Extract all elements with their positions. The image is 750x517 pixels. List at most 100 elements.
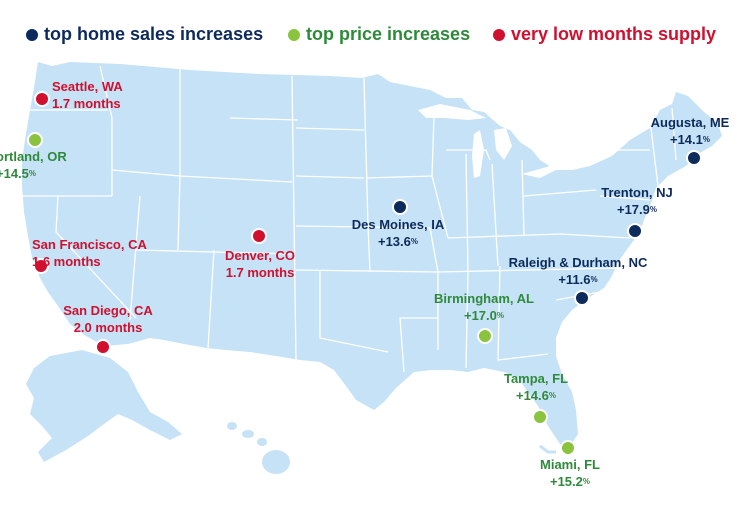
city-stat: +13.6% <box>342 233 454 250</box>
city-name: Raleigh & Durham, NC <box>508 255 648 270</box>
city-stat: +11.6% <box>496 271 660 288</box>
state-border <box>437 267 621 273</box>
city-stat: +17.9% <box>588 201 686 218</box>
city-stat: +15.2% <box>532 473 608 490</box>
percent-sign: % <box>649 205 658 214</box>
augusta-label: Augusta, ME +14.1% <box>642 114 738 148</box>
stat-value: +14.1 <box>669 132 703 147</box>
tampa-marker-dot <box>532 409 548 425</box>
seattle-label: Seattle, WA 1.7 months <box>52 78 123 112</box>
state-border <box>177 175 181 251</box>
city-stat: 1.6 months <box>32 253 147 270</box>
city-name: Miami, FL <box>540 457 600 472</box>
birmingham-label: Birmingham, AL +17.0% <box>426 290 542 324</box>
state-border <box>671 107 677 161</box>
percent-sign: % <box>496 311 505 320</box>
state-border <box>599 195 651 201</box>
portland-label: ortland, OR+14.5% <box>0 148 67 182</box>
city-stat: 1.7 months <box>52 95 123 112</box>
state-border <box>497 265 549 361</box>
state-border <box>291 75 297 361</box>
seattle-marker-dot <box>34 91 50 107</box>
land-mass <box>22 62 722 474</box>
city-stat: +14.6% <box>496 387 576 404</box>
stat-value: 1.7 months <box>225 265 295 280</box>
raleigh-marker-dot <box>574 290 590 306</box>
sandiego-label: San Diego, CA 2.0 months <box>58 302 158 336</box>
city-name: Birmingham, AL <box>434 291 534 306</box>
city-stat: +14.5% <box>0 165 67 182</box>
state-border <box>446 149 491 161</box>
lake-huron <box>494 128 512 160</box>
great-lakes <box>418 104 594 178</box>
legend-item-supply: very low months supply <box>493 24 716 45</box>
percent-sign: % <box>410 237 419 246</box>
desmoines-label: Des Moines, IA +13.6% <box>342 216 454 250</box>
state-border <box>295 175 365 179</box>
percent-sign: % <box>590 275 598 284</box>
contiguous-us-shape <box>22 62 722 446</box>
state-border <box>365 175 433 179</box>
lake-erie <box>522 166 560 178</box>
state-border <box>521 159 525 237</box>
percent-sign: % <box>28 169 37 178</box>
city-stat: +14.1% <box>642 131 738 148</box>
state-border <box>399 317 438 373</box>
city-name: ortland, OR <box>0 149 67 164</box>
city-markers <box>27 91 702 456</box>
stat-value: +17.9 <box>616 202 650 217</box>
city-name: Denver, CO <box>224 248 296 263</box>
percent-sign: % <box>702 135 711 144</box>
state-border <box>431 175 449 239</box>
desmoines-marker-dot <box>392 199 408 215</box>
legend-label-price: top price increases <box>306 24 471 44</box>
percent-sign: % <box>582 477 591 486</box>
hawaii-island-1 <box>227 422 237 430</box>
stat-value: 1.6 months <box>32 254 101 269</box>
city-stat: 1.7 months <box>214 264 306 281</box>
lake-ontario <box>568 150 594 160</box>
tampa-label: Tampa, FL +14.6% <box>496 370 576 404</box>
stat-value: +13.6 <box>377 234 411 249</box>
state-border <box>649 119 659 187</box>
navy-dot-icon <box>26 28 38 41</box>
denver-marker-dot <box>251 228 267 244</box>
city-stat: 2.0 months <box>58 319 158 336</box>
lake-superior <box>418 104 486 120</box>
city-name: Seattle, WA <box>52 79 123 94</box>
city-name: Trenton, NJ <box>601 185 673 200</box>
city-name: San Francisco, CA <box>32 237 147 252</box>
state-border <box>55 195 137 319</box>
trenton-marker-dot <box>627 223 643 239</box>
trenton-label: Trenton, NJ +17.9% <box>588 184 686 218</box>
legend-label-sales: top home sales increases <box>44 24 264 44</box>
stat-value: 1.7 months <box>52 96 121 111</box>
stat-value: +17.0 <box>463 308 497 323</box>
green-dot-icon <box>288 28 300 41</box>
sanfrancisco-marker-dot <box>33 258 49 274</box>
percent-sign: % <box>548 391 557 400</box>
florida-keys <box>539 444 556 454</box>
augusta-marker-dot <box>686 150 702 166</box>
state-border <box>431 115 435 177</box>
alaska-shape <box>26 350 182 462</box>
state-border <box>111 169 181 177</box>
city-stat: +17.0% <box>426 307 542 324</box>
city-name: Tampa, FL <box>503 371 569 386</box>
legend-item-price: top price increases <box>288 24 470 45</box>
portland-marker-dot <box>27 132 43 148</box>
city-name: Des Moines, IA <box>351 217 445 232</box>
state-border <box>207 249 215 349</box>
city-name: San Diego, CA <box>63 303 153 318</box>
hawaii-island-4 <box>262 450 290 474</box>
state-border <box>363 77 369 227</box>
stat-value: +15.2 <box>549 474 583 489</box>
stat-value: +11.6 <box>558 272 591 287</box>
legend-item-sales: top home sales increases <box>26 24 263 45</box>
state-border <box>491 163 499 267</box>
state-border <box>367 225 371 273</box>
state-border <box>129 195 141 321</box>
sanfrancisco-label: San Francisco, CA 1.6 months <box>32 236 147 270</box>
state-border <box>559 233 631 239</box>
